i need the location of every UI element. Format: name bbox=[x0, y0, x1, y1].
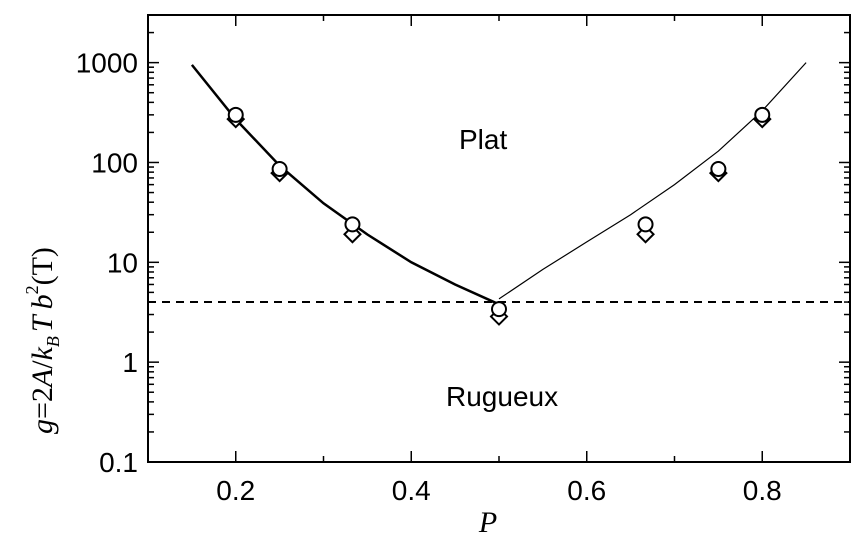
x-tick-label: 0.6 bbox=[567, 475, 606, 506]
circle-point bbox=[344, 216, 361, 233]
y-tick-labels: 0.1 1 10 100 1000 bbox=[76, 48, 138, 478]
region-label-plat: Plat bbox=[459, 124, 507, 155]
region-label-rugueux: Rugueux bbox=[446, 381, 558, 412]
x-tick-label: 0.2 bbox=[216, 475, 255, 506]
axis-ticks bbox=[147, 14, 851, 463]
circle-series bbox=[227, 106, 771, 318]
y-tick-label: 100 bbox=[91, 147, 138, 178]
x-tick-label: 0.4 bbox=[392, 475, 431, 506]
circle-point bbox=[271, 161, 288, 178]
circle-point bbox=[754, 106, 771, 123]
x-tick-labels: 0.2 0.4 0.6 0.8 bbox=[216, 475, 781, 506]
y-tick-label: 0.1 bbox=[99, 447, 138, 478]
y-axis-label: g=2A/kBTb2(T) bbox=[22, 247, 63, 434]
theory-curve-right bbox=[498, 62, 807, 300]
plot-area bbox=[147, 14, 851, 463]
circle-point bbox=[637, 216, 654, 233]
theory-curve-left bbox=[190, 64, 500, 306]
circle-point bbox=[227, 106, 244, 123]
y-tick-label: 1000 bbox=[76, 48, 138, 79]
circle-point bbox=[710, 161, 727, 178]
y-tick-label: 10 bbox=[107, 247, 138, 278]
x-tick-label: 0.8 bbox=[743, 475, 782, 506]
x-axis-label: P bbox=[478, 506, 497, 535]
circle-point bbox=[491, 301, 507, 318]
y-tick-label: 1 bbox=[122, 347, 138, 378]
